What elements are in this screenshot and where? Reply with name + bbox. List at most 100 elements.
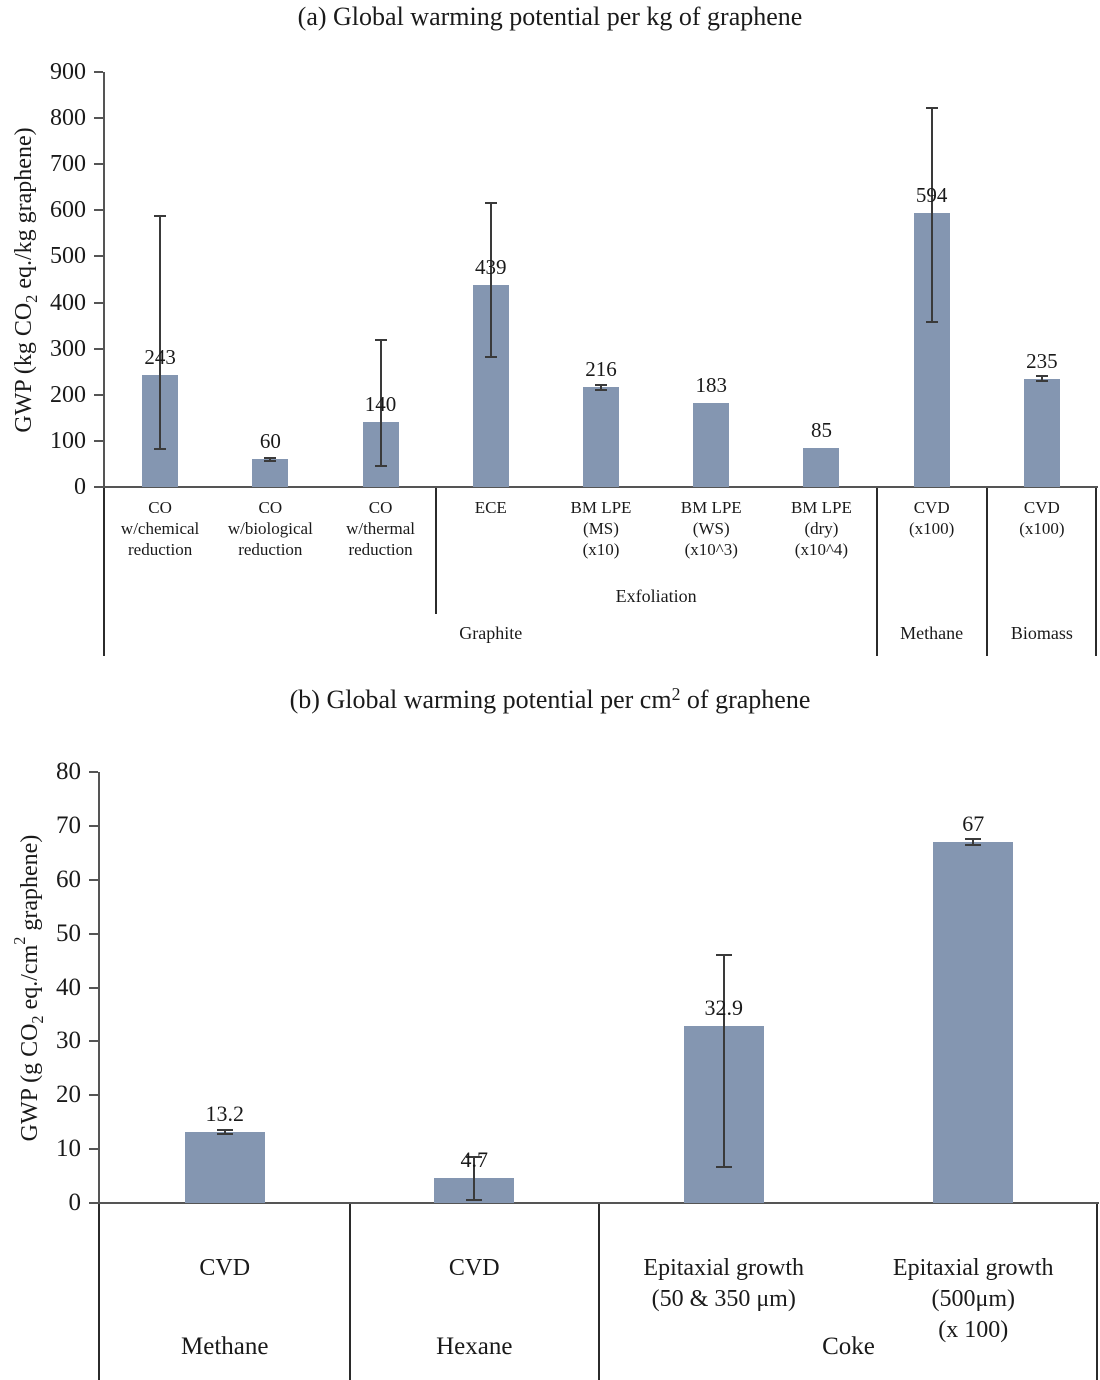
group-label: Graphite — [459, 623, 523, 643]
y-tick-mark — [94, 439, 103, 442]
panel-b-y-axis-line — [98, 772, 100, 1205]
x-category-label: BM LPE (WS) (x10^3) — [680, 498, 742, 559]
y-tick-label: 0 — [74, 474, 86, 500]
x-category-label: CVD — [448, 1255, 500, 1281]
error-bar-cap — [466, 1198, 483, 1201]
value-label: 243 — [144, 344, 176, 369]
y-tick-label: 100 — [50, 427, 86, 454]
y-tick-mark — [89, 932, 98, 935]
y-tick-label: 30 — [56, 1027, 81, 1055]
y-tick-mark — [89, 1202, 98, 1204]
value-label: 140 — [364, 392, 397, 417]
y-tick-mark — [89, 771, 98, 773]
y-tick-label: 70 — [56, 811, 81, 839]
error-bar-cap — [154, 214, 167, 217]
error-bar — [930, 107, 933, 322]
group-label: Hexane — [436, 1333, 513, 1360]
error-bar-cap — [595, 383, 607, 386]
error-bar-cap — [715, 1165, 732, 1168]
bar — [803, 447, 840, 487]
table-divider — [348, 1204, 351, 1380]
x-category-label: ECE — [474, 498, 507, 517]
x-category-label: Epitaxial growth (50 & 350 μm) — [643, 1255, 805, 1312]
error-bar — [223, 1129, 226, 1135]
error-bar-cap — [264, 456, 277, 459]
y-tick-label: 700 — [50, 151, 86, 178]
error-bar — [159, 215, 162, 450]
value-label: 594 — [915, 183, 948, 208]
x-category-label: CVD (x100) — [908, 498, 955, 538]
y-tick-label: 10 — [56, 1135, 81, 1163]
y-tick-label: 80 — [56, 758, 81, 785]
x-category-label: CO w/thermal reduction — [346, 498, 415, 559]
y-tick-label: 40 — [56, 973, 81, 1001]
error-bar-cap — [965, 843, 982, 846]
y-tick-mark — [94, 209, 103, 212]
bar — [933, 842, 1014, 1203]
y-tick-label: 20 — [56, 1081, 81, 1109]
y-tick-mark — [94, 163, 103, 166]
error-bar-cap — [925, 106, 938, 109]
group-label: Biomass — [1010, 623, 1073, 643]
table-border-left — [98, 1204, 100, 1380]
table-divider — [875, 488, 878, 656]
error-bar — [1040, 375, 1043, 382]
error-bar — [600, 384, 602, 391]
bar — [1023, 378, 1060, 487]
y-tick-mark — [94, 255, 103, 258]
value-label: 67 — [962, 811, 985, 837]
x-category-label: BM LPE (MS) (x10) — [570, 498, 632, 559]
y-tick-mark — [89, 824, 98, 827]
y-tick-mark — [89, 1040, 98, 1043]
value-label: 216 — [585, 357, 617, 382]
panel-b-title: (b) Global warming potential per cm2 of … — [289, 684, 811, 714]
value-label: 60 — [259, 429, 281, 454]
table-border-right — [1095, 488, 1097, 656]
value-label: 13.2 — [205, 1100, 245, 1126]
table-border-right — [1096, 1204, 1098, 1380]
y-tick-mark — [94, 486, 103, 488]
value-label: 85 — [810, 417, 832, 442]
bar — [693, 402, 730, 487]
bar — [184, 1131, 265, 1203]
panel-a-title: (a) Global warming potential per kg of g… — [297, 2, 803, 31]
error-bar — [473, 1157, 476, 1200]
y-tick-label: 500 — [50, 243, 86, 270]
error-bar — [972, 839, 975, 845]
group-label: Coke — [822, 1333, 875, 1360]
y-tick-label: 50 — [56, 919, 81, 947]
table-border-left — [103, 488, 105, 656]
panel-a-y-axis-line — [103, 72, 105, 489]
y-tick-label: 300 — [50, 335, 86, 362]
x-category-label: Epitaxial growth (500μm) (x 100) — [892, 1255, 1054, 1343]
group-label: Exfoliation — [615, 586, 697, 606]
error-bar-cap — [154, 448, 167, 451]
error-bar — [379, 340, 382, 467]
y-tick-mark — [94, 71, 103, 73]
x-category-label: CVD — [199, 1255, 251, 1281]
y-tick-label: 800 — [50, 105, 86, 132]
y-tick-label: 200 — [50, 381, 86, 408]
y-tick-mark — [94, 347, 103, 350]
y-tick-label: 400 — [50, 289, 86, 316]
error-bar — [722, 955, 725, 1167]
x-category-label: CO w/biological reduction — [227, 498, 313, 559]
table-divider — [985, 488, 988, 656]
y-tick-label: 60 — [56, 865, 81, 893]
error-bar-cap — [595, 389, 607, 392]
error-bar-cap — [1035, 380, 1048, 383]
y-tick-mark — [89, 878, 98, 881]
error-bar-cap — [925, 320, 938, 323]
y-tick-mark — [89, 1148, 98, 1151]
panel-b-x-axis-line — [98, 1202, 1099, 1204]
error-bar — [269, 457, 272, 461]
error-bar-cap — [466, 1156, 483, 1159]
y-tick-mark — [89, 986, 98, 989]
error-bar-cap — [374, 339, 387, 342]
table-divider — [434, 488, 437, 614]
error-bar-cap — [484, 201, 497, 204]
table-divider — [598, 1204, 600, 1380]
error-bar-cap — [264, 459, 277, 462]
